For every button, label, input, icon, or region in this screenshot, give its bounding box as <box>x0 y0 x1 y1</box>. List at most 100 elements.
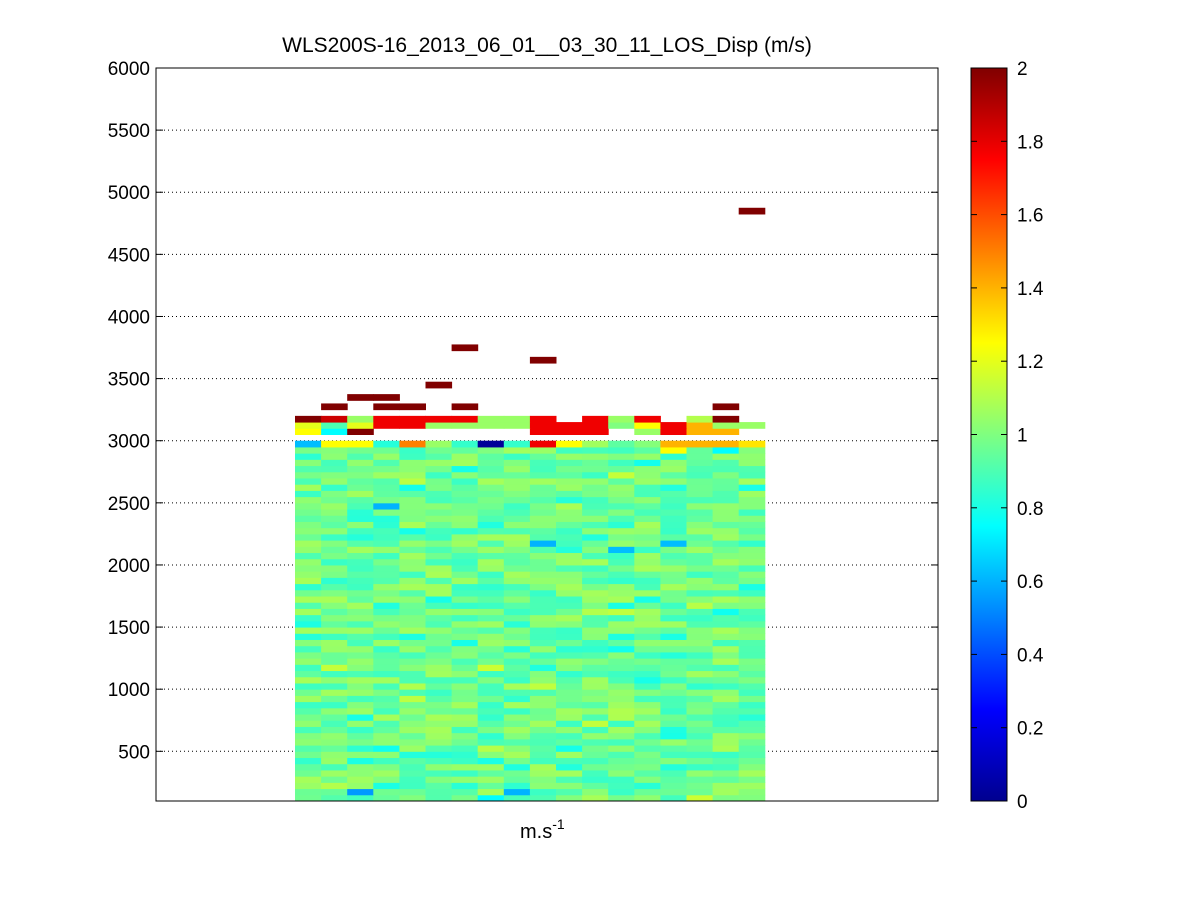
heatmap-cell <box>425 751 453 759</box>
heatmap-cell <box>608 583 635 591</box>
plot-frame <box>155 67 939 802</box>
heatmap-cell <box>556 515 583 522</box>
heatmap-cell <box>660 558 687 566</box>
heatmap-cell <box>582 627 609 634</box>
heatmap-cell <box>321 453 348 460</box>
heatmap-cell <box>608 620 635 628</box>
heatmap-cell <box>660 527 687 535</box>
heatmap-cell <box>556 577 583 585</box>
heatmap-cell <box>477 509 505 516</box>
heatmap-cell <box>425 527 453 535</box>
heatmap-cell <box>738 484 766 491</box>
heatmap-cell <box>582 608 609 616</box>
heatmap-cell <box>660 763 687 771</box>
heatmap-cell <box>712 670 740 678</box>
heatmap-cell <box>686 757 714 765</box>
heatmap-cell <box>608 527 635 535</box>
heatmap-cell <box>295 738 322 746</box>
heatmap-cell <box>425 502 453 510</box>
heatmap-cell <box>477 745 505 752</box>
heatmap-cell <box>477 496 505 504</box>
heatmap-cell <box>608 608 635 616</box>
heatmap-cell <box>477 670 505 678</box>
heatmap-cell <box>503 490 531 498</box>
heatmap-cell <box>608 695 635 703</box>
heatmap-cell <box>608 732 635 740</box>
heatmap-cell <box>399 769 426 777</box>
heatmap-cell <box>373 776 400 783</box>
heatmap-cell <box>451 596 479 603</box>
heatmap-cell <box>503 453 531 460</box>
heatmap-cell <box>321 477 348 485</box>
heatmap-cell <box>451 682 479 690</box>
heatmap-cell <box>295 695 322 703</box>
heatmap-cell <box>373 633 400 640</box>
heatmap-cell <box>582 415 609 423</box>
heatmap-cell <box>556 651 583 659</box>
heatmap-cell <box>477 583 505 591</box>
heatmap-cell <box>582 701 609 709</box>
heatmap-cell <box>373 732 400 740</box>
heatmap-cell <box>425 794 453 802</box>
heatmap-cell <box>556 782 583 790</box>
heatmap-cell <box>477 477 505 485</box>
heatmap-cell <box>556 627 583 634</box>
heatmap-cell <box>347 726 374 734</box>
heatmap-cell <box>608 521 635 529</box>
heatmap-cell <box>686 714 714 721</box>
heatmap-cell <box>738 589 766 597</box>
heatmap-cell <box>686 564 714 572</box>
heatmap-cell <box>608 496 635 504</box>
heatmap-cell <box>738 701 766 709</box>
heatmap-cell <box>503 571 531 578</box>
heatmap-cell <box>321 745 348 752</box>
heatmap-cell <box>660 745 687 752</box>
heatmap-cell <box>451 533 479 541</box>
heatmap-cell <box>425 745 453 752</box>
heatmap-cell <box>660 695 687 703</box>
heatmap-cell <box>451 757 479 765</box>
heatmap-cell <box>556 571 583 578</box>
heatmap-cell <box>608 769 635 777</box>
heatmap-cell <box>556 465 583 473</box>
heatmap-cell <box>399 745 426 752</box>
heatmap-cell <box>529 583 557 591</box>
heatmap-cell <box>451 658 479 665</box>
heatmap-cell <box>686 422 714 429</box>
heatmap-cell <box>477 415 505 423</box>
heatmap-cell <box>582 546 609 554</box>
heatmap-cell <box>321 602 348 609</box>
heatmap-cell <box>608 670 635 678</box>
heatmap-cell <box>399 477 426 485</box>
heatmap-cell <box>660 769 687 777</box>
heatmap-cell <box>451 738 479 746</box>
heatmap-cell <box>451 620 479 628</box>
heatmap-cell <box>477 620 505 628</box>
heatmap-cell <box>738 564 766 572</box>
heatmap-cell <box>529 527 557 535</box>
heatmap-cell <box>660 533 687 541</box>
heatmap-cell <box>425 627 453 634</box>
heatmap-cell <box>686 664 714 672</box>
heatmap-cell <box>399 496 426 504</box>
heatmap-cell <box>373 546 400 554</box>
heatmap-cell <box>582 596 609 603</box>
heatmap-cell <box>634 446 661 454</box>
heatmap-cell <box>529 763 557 771</box>
heatmap-cell <box>477 695 505 703</box>
heatmap-cell <box>556 502 583 510</box>
heatmap-cell <box>477 751 505 759</box>
heatmap-cell <box>712 707 740 715</box>
heatmap-cell <box>399 651 426 659</box>
heatmap-cell <box>608 540 635 547</box>
heatmap-cell <box>451 782 479 790</box>
heatmap-cell <box>321 664 348 672</box>
heatmap-cell <box>686 732 714 740</box>
heatmap-cell <box>399 453 426 460</box>
heatmap-cell <box>686 477 714 485</box>
heatmap-cell <box>660 596 687 603</box>
heatmap-cell <box>660 583 687 591</box>
heatmap-cell <box>660 794 687 802</box>
heatmap-cell <box>529 502 557 510</box>
heatmap-cell <box>451 714 479 721</box>
